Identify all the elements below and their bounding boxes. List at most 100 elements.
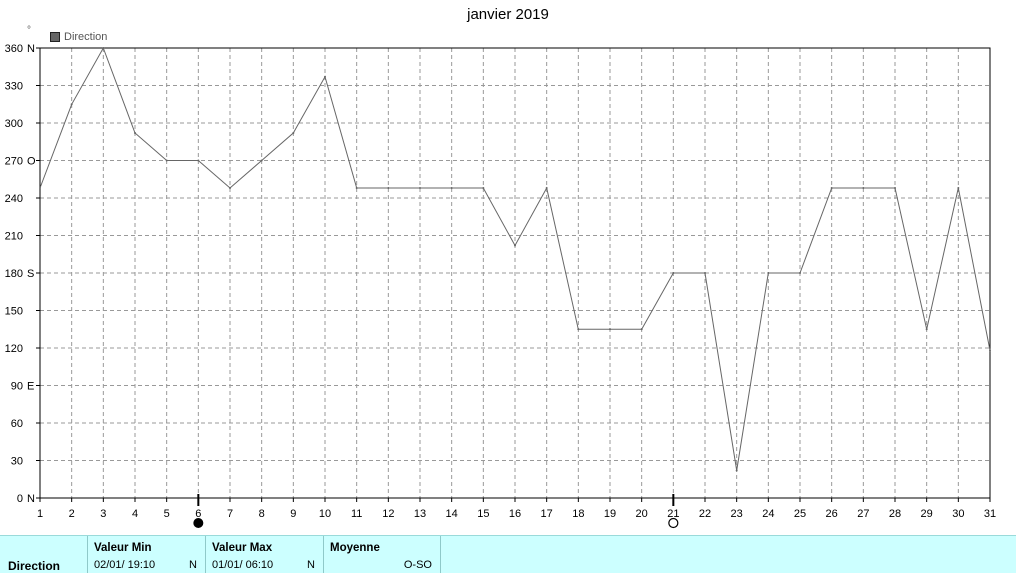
x-tick-label: 11 xyxy=(351,508,362,520)
x-tick-label: 7 xyxy=(227,508,233,520)
direction-point xyxy=(545,187,548,189)
x-tick-label: 27 xyxy=(857,508,869,520)
direction-point xyxy=(419,187,421,189)
legend: Direction xyxy=(50,31,107,43)
x-tick-label: 12 xyxy=(382,508,394,520)
min-date: 02/01/ 19:10 xyxy=(94,559,156,571)
stats-max-cell: Valeur Max 01/01/ 06:10 N xyxy=(206,536,324,573)
y-direction-label: N xyxy=(27,43,35,55)
x-tick-label: 1 xyxy=(37,508,43,520)
y-tick-label: 90 xyxy=(11,381,23,393)
y-tick-label: 120 xyxy=(5,343,23,355)
y-direction-label: E xyxy=(27,381,34,393)
direction-point xyxy=(862,187,865,189)
direction-point xyxy=(640,328,643,331)
x-tick-label: 22 xyxy=(699,508,711,520)
x-tick-label: 23 xyxy=(731,508,743,520)
y-tick-label: 150 xyxy=(5,306,23,318)
direction-point xyxy=(767,272,770,274)
y-tick-label: 360 xyxy=(5,43,23,55)
min-value: N xyxy=(189,559,197,571)
x-tick-label: 25 xyxy=(794,508,806,520)
moon-phases xyxy=(193,494,679,529)
y-tick-label: 30 xyxy=(11,456,23,468)
avg-header: Moyenne xyxy=(330,542,380,554)
direction-point xyxy=(260,159,263,162)
full-moon-icon xyxy=(668,517,679,529)
direction-point xyxy=(70,103,73,106)
y-tick-label: 60 xyxy=(11,418,23,430)
new-moon-icon xyxy=(193,518,204,528)
x-tick-label: 2 xyxy=(69,508,75,520)
x-tick-label: 28 xyxy=(889,508,901,520)
max-date: 01/01/ 06:10 xyxy=(212,559,274,571)
x-tick-label: 19 xyxy=(604,508,616,520)
direction-point xyxy=(514,244,516,247)
x-tick-label: 6 xyxy=(195,508,201,520)
direction-point xyxy=(134,132,136,134)
y-tick-label: 330 xyxy=(5,81,23,93)
x-tick-label: 17 xyxy=(541,508,553,520)
direction-point xyxy=(292,132,295,134)
direction-point xyxy=(450,187,453,189)
direction-point xyxy=(102,47,105,49)
grid xyxy=(40,48,990,498)
direction-point xyxy=(482,187,485,189)
stats-bar: Direction Valeur Min 02/01/ 19:10 N Vale… xyxy=(0,535,1016,573)
direction-point xyxy=(609,328,611,331)
direction-point xyxy=(387,187,390,189)
max-header: Valeur Max xyxy=(212,542,273,554)
direction-point xyxy=(165,159,168,162)
direction-point xyxy=(672,272,675,274)
y-direction-label: N xyxy=(27,493,35,505)
x-tick-label: 9 xyxy=(290,508,296,520)
x-tick-label: 16 xyxy=(509,508,521,520)
direction-point xyxy=(229,187,231,189)
stats-label-cell: Direction xyxy=(0,536,88,573)
stats-avg-cell: Moyenne O-SO xyxy=(324,536,441,573)
x-tick-label: 5 xyxy=(164,508,170,520)
x-tick-label: 14 xyxy=(446,508,458,520)
x-tick-label: 24 xyxy=(762,508,774,520)
direction-point xyxy=(799,272,801,274)
y-direction-label: S xyxy=(27,268,34,280)
direction-point xyxy=(324,75,326,78)
direction-point xyxy=(197,159,200,162)
min-header: Valeur Min xyxy=(94,542,152,554)
x-tick-label: 29 xyxy=(921,508,933,520)
y-direction-label: O xyxy=(27,156,36,168)
plot-frame xyxy=(39,47,991,499)
y-tick-label: 240 xyxy=(5,193,23,205)
x-tick-label: 30 xyxy=(952,508,964,520)
x-tick-label: 20 xyxy=(636,508,648,520)
direction-point xyxy=(735,469,738,472)
x-tick-label: 10 xyxy=(319,508,331,520)
direction-point xyxy=(355,187,358,189)
direction-point xyxy=(830,187,833,189)
x-tick-label: 26 xyxy=(826,508,838,520)
series-layer xyxy=(39,46,991,472)
max-value: N xyxy=(307,559,315,571)
direction-point xyxy=(957,187,960,189)
direction-point xyxy=(39,187,41,189)
y-tick-label: 210 xyxy=(5,231,23,243)
direction-point xyxy=(989,349,991,352)
x-tick-label: 21 xyxy=(667,508,679,520)
y-tick-label: 180 xyxy=(5,268,23,280)
y-unit-label: ° xyxy=(27,25,31,36)
legend-swatch xyxy=(50,32,60,42)
y-tick-label: 270 xyxy=(5,156,23,168)
stats-min-cell: Valeur Min 02/01/ 19:10 N xyxy=(88,536,206,573)
direction-point xyxy=(894,187,896,189)
avg-value: O-SO xyxy=(403,559,432,571)
chart-title: janvier 2019 xyxy=(467,6,549,23)
x-tick-label: 18 xyxy=(572,508,584,520)
stats-series-label: Direction xyxy=(8,559,61,573)
y-tick-label: 300 xyxy=(5,118,23,130)
y-tick-label: 0 xyxy=(17,493,23,505)
legend-label: Direction xyxy=(64,31,108,43)
x-tick-label: 15 xyxy=(477,508,489,520)
direction-point xyxy=(577,328,580,331)
